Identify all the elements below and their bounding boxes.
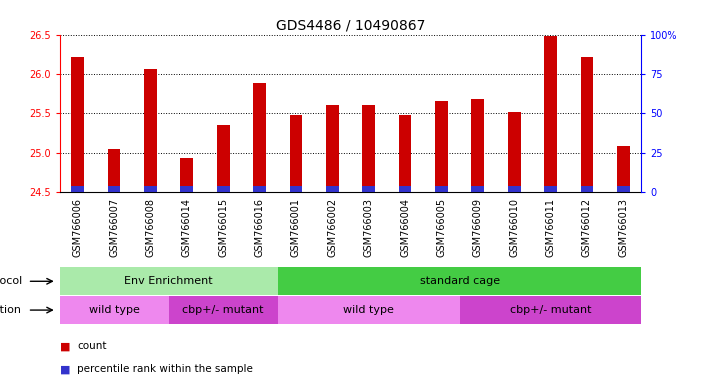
Bar [290,115,302,192]
Bar [217,125,230,192]
Bar [278,296,460,324]
Bar [435,186,448,192]
Bar [72,186,84,192]
Text: Env Enrichment: Env Enrichment [124,276,213,286]
Bar [617,146,629,192]
Text: GSM766007: GSM766007 [109,198,119,257]
Text: protocol: protocol [0,276,22,286]
Bar [217,186,230,192]
Text: GSM766011: GSM766011 [545,198,555,257]
Text: wild type: wild type [343,305,394,314]
Bar [278,267,641,295]
Text: GSM766014: GSM766014 [182,198,192,257]
Text: count: count [77,341,107,351]
Bar [544,36,557,192]
Text: GSM766010: GSM766010 [509,198,519,257]
Bar [362,186,375,192]
Bar [144,186,157,192]
Text: GSM766009: GSM766009 [472,198,483,257]
Bar [108,149,121,192]
Text: GSM766003: GSM766003 [364,198,374,257]
Text: genotype/variation: genotype/variation [0,305,22,315]
Bar [580,186,593,192]
Text: GSM766004: GSM766004 [400,198,410,257]
Text: GSM766005: GSM766005 [437,198,447,257]
Text: wild type: wild type [89,305,139,314]
Bar [580,57,593,192]
Bar [471,186,484,192]
Bar [544,186,557,192]
Text: GSM766013: GSM766013 [618,198,628,257]
Bar [399,186,411,192]
Bar [253,186,266,192]
Text: cbp+/- mutant: cbp+/- mutant [182,305,264,314]
Text: GSM766015: GSM766015 [218,198,229,257]
Bar [60,267,278,295]
Text: GSM766002: GSM766002 [327,198,337,257]
Text: GSM766016: GSM766016 [254,198,264,257]
Bar [253,83,266,192]
Bar [362,105,375,192]
Bar [72,57,84,192]
Bar [169,296,278,324]
Bar [180,186,193,192]
Text: percentile rank within the sample: percentile rank within the sample [77,364,253,374]
Bar [435,101,448,192]
Bar [471,99,484,192]
Bar [290,186,302,192]
Text: cbp+/- mutant: cbp+/- mutant [510,305,591,314]
Bar [460,296,641,324]
Bar [326,186,339,192]
Bar [508,186,521,192]
Bar [180,158,193,192]
Text: ■: ■ [60,341,70,351]
Bar [508,112,521,192]
Text: standard cage: standard cage [419,276,500,286]
Bar [326,105,339,192]
Title: GDS4486 / 10490867: GDS4486 / 10490867 [275,18,426,32]
Bar [144,69,157,192]
Text: ■: ■ [60,364,70,374]
Text: GSM766006: GSM766006 [73,198,83,257]
Bar [60,296,169,324]
Text: GSM766008: GSM766008 [146,198,156,257]
Text: GSM766012: GSM766012 [582,198,592,257]
Bar [617,186,629,192]
Text: GSM766001: GSM766001 [291,198,301,257]
Bar [108,186,121,192]
Bar [399,115,411,192]
